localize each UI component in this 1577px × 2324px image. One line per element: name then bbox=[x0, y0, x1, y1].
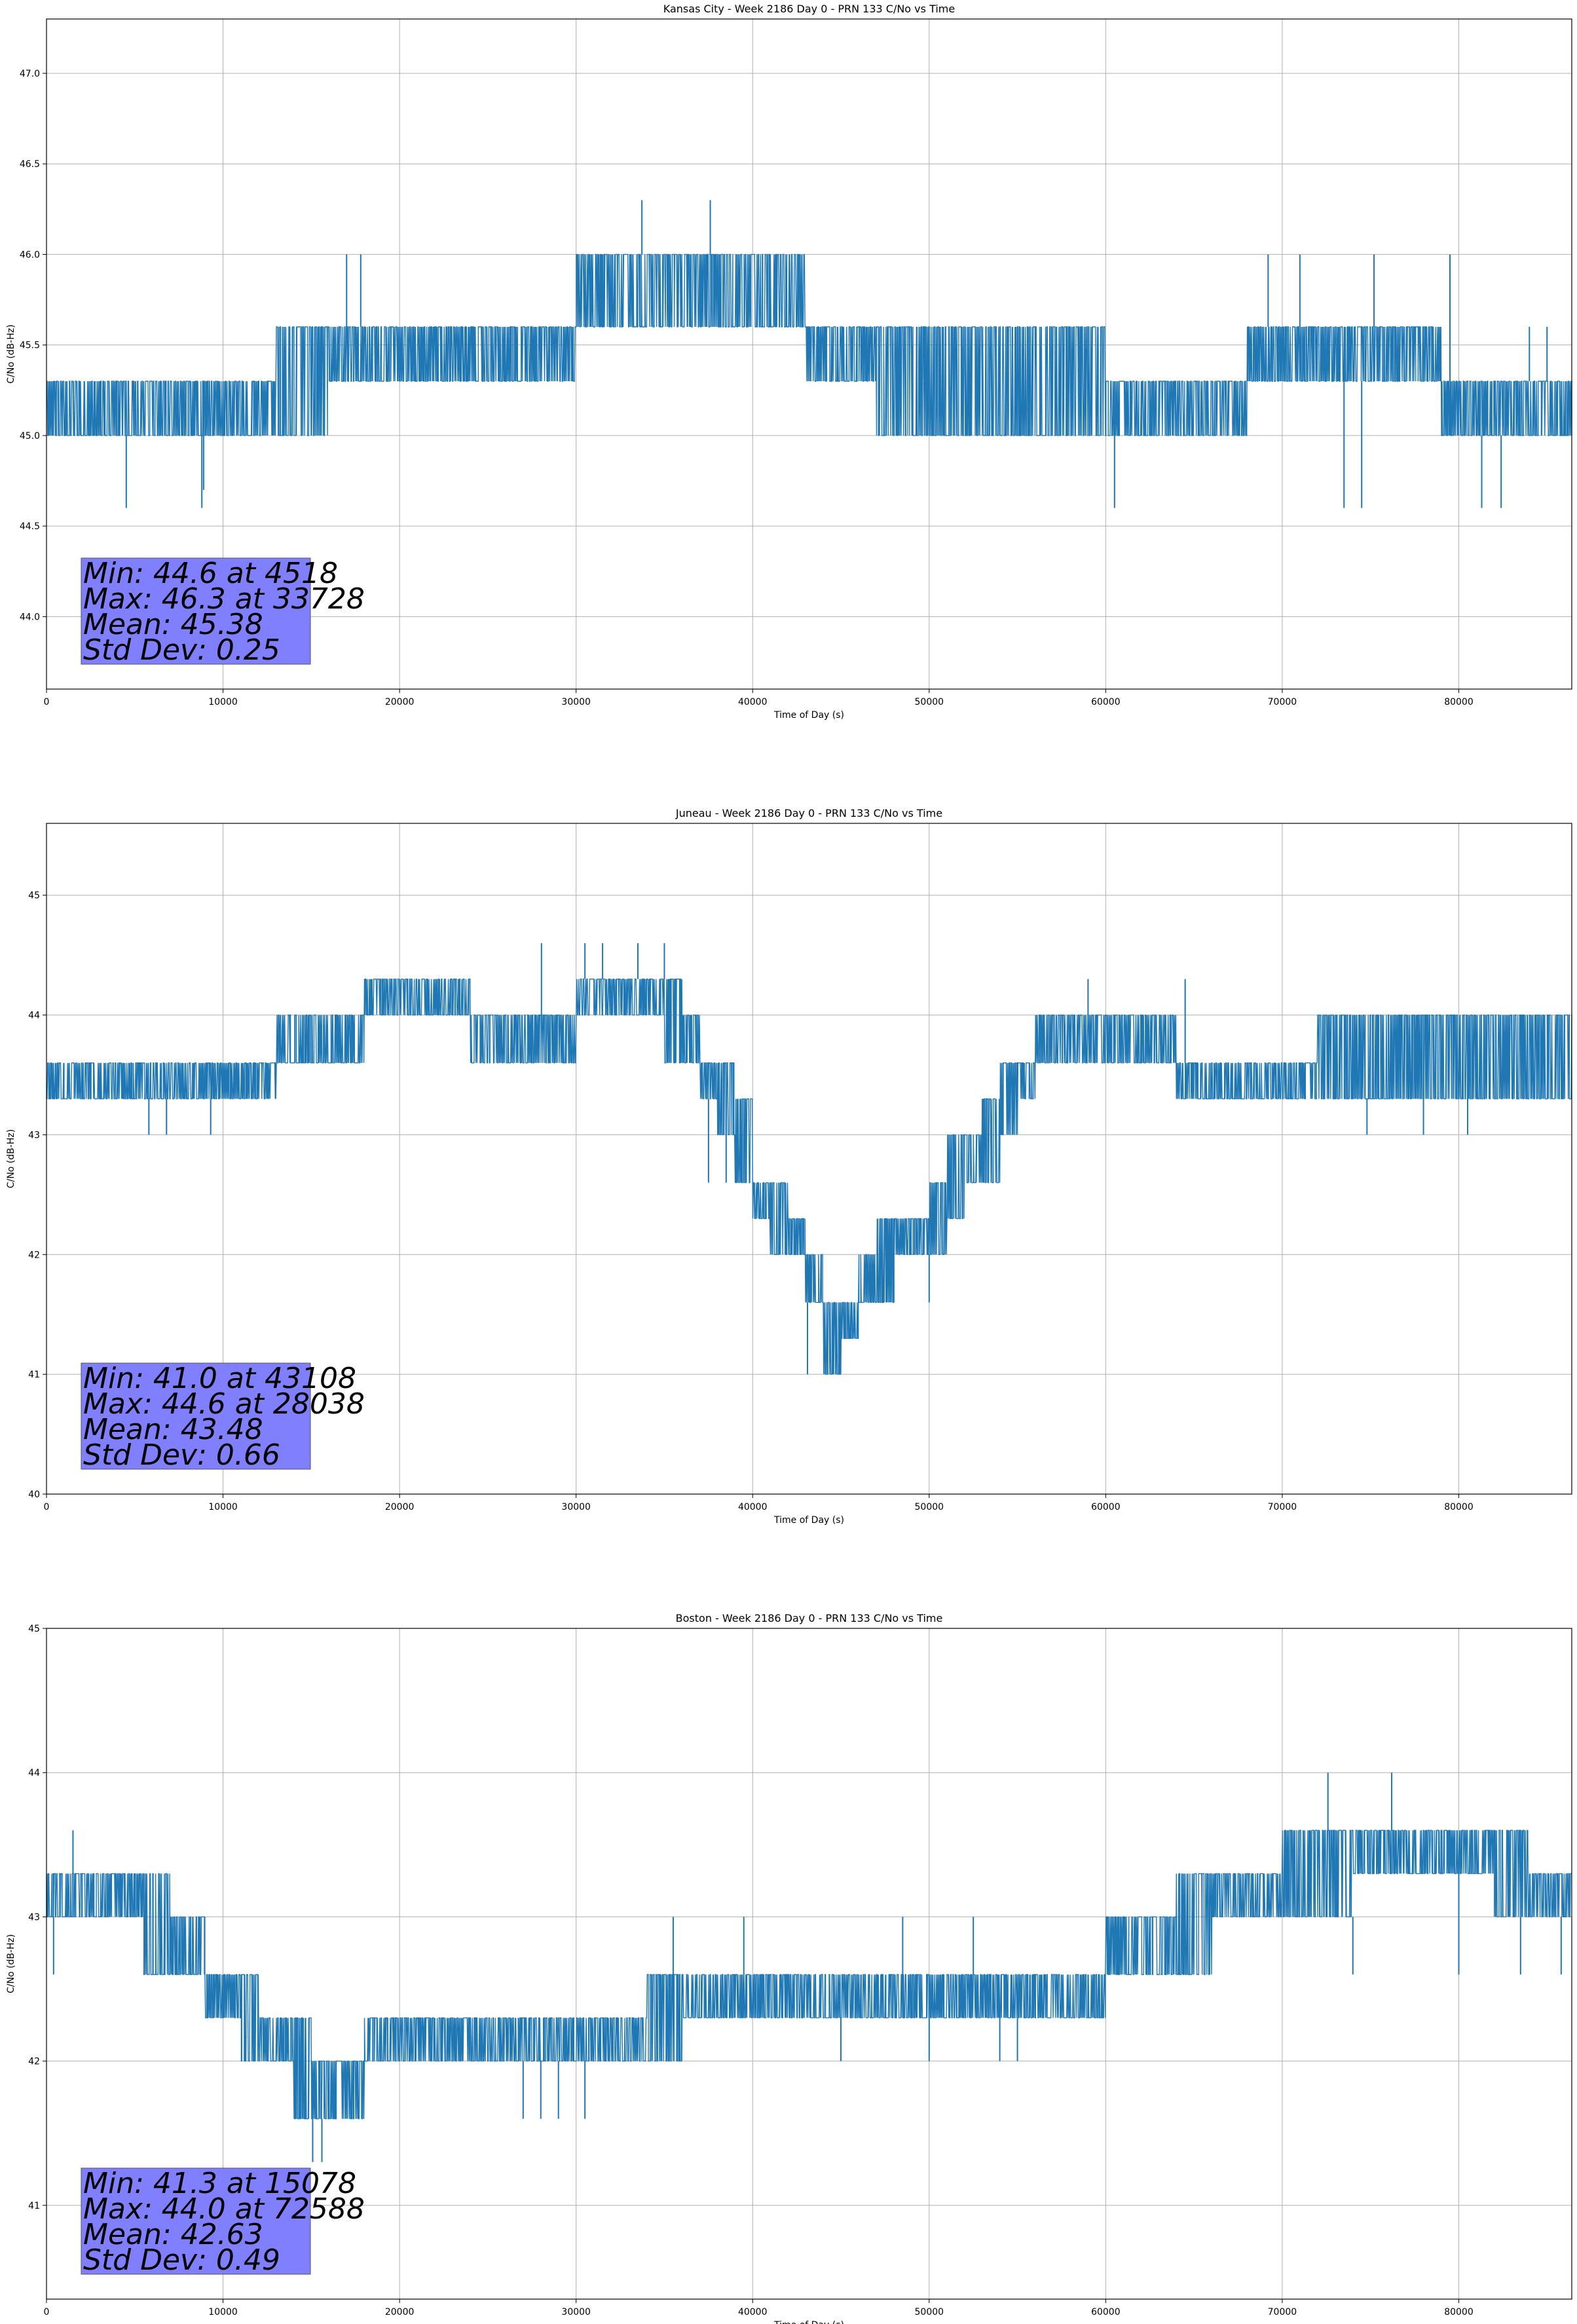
y-tick-label: 45.0 bbox=[20, 431, 40, 441]
y-tick-label: 42 bbox=[28, 1250, 40, 1260]
x-tick-label: 20000 bbox=[385, 1502, 415, 1512]
stats-std: Std Dev: 0.66 bbox=[83, 1438, 280, 1472]
axes-frame bbox=[46, 823, 1572, 1495]
axes-frame bbox=[46, 18, 1572, 690]
x-tick-label: 0 bbox=[44, 697, 50, 707]
x-tick-label: 10000 bbox=[208, 2307, 238, 2317]
x-tick-label: 70000 bbox=[1268, 697, 1297, 707]
y-tick-label: 45 bbox=[28, 891, 40, 901]
stats-box bbox=[81, 557, 311, 665]
axes-frame bbox=[46, 1628, 1572, 2300]
x-tick-label: 0 bbox=[44, 1502, 50, 1512]
chart-panel-2: 0 10000 20000 30000 40000 50000 60000 70000 8000… bbox=[6, 1612, 1572, 2324]
x-tick-label: 50000 bbox=[915, 2307, 944, 2317]
chart-title: Juneau - Week 2186 Day 0 - PRN 133 C/No … bbox=[675, 807, 942, 819]
y-tick-label: 47.0 bbox=[20, 69, 40, 79]
x-tick-label: 60000 bbox=[1091, 1502, 1121, 1512]
x-tick-label: 30000 bbox=[561, 697, 591, 707]
stats-std: Std Dev: 0.25 bbox=[83, 633, 280, 667]
x-tick-label: 80000 bbox=[1444, 1502, 1474, 1512]
y-tick-label: 45.5 bbox=[20, 341, 40, 351]
x-tick-label: 50000 bbox=[915, 1502, 944, 1512]
x-tick-label: 80000 bbox=[1444, 697, 1474, 707]
y-axis-label: C/No (dB-Hz) bbox=[6, 1934, 16, 1993]
x-tick-label: 0 bbox=[44, 2307, 50, 2317]
y-tick-label: 44.5 bbox=[20, 521, 40, 532]
y-tick-label: 46.5 bbox=[20, 159, 40, 170]
y-tick-label: 41 bbox=[28, 1370, 40, 1380]
chart-panel-1: 0 10000 20000 30000 40000 50000 60000 70000 8000… bbox=[6, 807, 1572, 1526]
x-tick-label: 20000 bbox=[385, 2307, 415, 2317]
x-tick-label: 80000 bbox=[1444, 2307, 1474, 2317]
x-axis-label: Time of Day (s) bbox=[773, 2320, 844, 2324]
y-axis-label: C/No (dB-Hz) bbox=[6, 1129, 16, 1188]
stats-max: Max: 44.0 at 72588 bbox=[83, 2192, 365, 2226]
x-tick-label: 10000 bbox=[208, 697, 238, 707]
y-tick-label: 44.0 bbox=[20, 612, 40, 622]
data-series-line bbox=[46, 1829, 1572, 2120]
x-tick-label: 10000 bbox=[208, 1502, 238, 1512]
y-tick-label: 40 bbox=[28, 1490, 40, 1500]
y-tick-label: 43 bbox=[28, 1912, 40, 1922]
stats-min: Min: 44.6 at 4518 bbox=[83, 557, 338, 590]
x-tick-label: 50000 bbox=[915, 697, 944, 707]
stats-mean: Mean: 42.63 bbox=[83, 2218, 263, 2251]
stats-mean: Mean: 45.38 bbox=[83, 608, 263, 641]
stats-box bbox=[81, 2167, 311, 2275]
x-tick-label: 40000 bbox=[738, 1502, 768, 1512]
stats-box bbox=[81, 1362, 311, 1470]
x-tick-label: 60000 bbox=[1091, 2307, 1121, 2317]
x-axis-label: Time of Day (s) bbox=[773, 710, 844, 721]
y-tick-label: 45 bbox=[28, 1624, 40, 1634]
y-tick-label: 44 bbox=[28, 1011, 40, 1021]
y-tick-label: 42 bbox=[28, 2057, 40, 2067]
x-tick-label: 40000 bbox=[738, 697, 768, 707]
chart-title: Boston - Week 2186 Day 0 - PRN 133 C/No … bbox=[676, 1612, 943, 1624]
chart-panel-0: 0 10000 20000 30000 40000 50000 60000 70000 8000… bbox=[6, 3, 1572, 721]
y-axis-label: C/No (dB-Hz) bbox=[6, 324, 16, 383]
stats-mean: Mean: 43.48 bbox=[83, 1413, 263, 1446]
stats-max: Max: 46.3 at 33728 bbox=[83, 582, 365, 616]
stats-std: Std Dev: 0.49 bbox=[83, 2243, 280, 2277]
y-tick-label: 46.0 bbox=[20, 250, 40, 260]
stats-max: Max: 44.6 at 28038 bbox=[83, 1387, 365, 1421]
x-tick-label: 30000 bbox=[561, 1502, 591, 1512]
y-tick-label: 43 bbox=[28, 1130, 40, 1140]
chart-title: Kansas City - Week 2186 Day 0 - PRN 133 … bbox=[663, 3, 955, 15]
x-tick-label: 60000 bbox=[1091, 697, 1121, 707]
data-series-line bbox=[46, 979, 1572, 1375]
stats-min: Min: 41.3 at 15078 bbox=[83, 2167, 356, 2200]
x-tick-label: 30000 bbox=[561, 2307, 591, 2317]
x-tick-label: 70000 bbox=[1268, 1502, 1297, 1512]
y-tick-label: 41 bbox=[28, 2201, 40, 2211]
x-axis-label: Time of Day (s) bbox=[773, 1515, 844, 1526]
x-tick-label: 20000 bbox=[385, 697, 415, 707]
y-tick-label: 44 bbox=[28, 1768, 40, 1778]
data-series-line bbox=[46, 253, 1572, 436]
x-tick-label: 70000 bbox=[1268, 2307, 1297, 2317]
stats-min: Min: 41.0 at 43108 bbox=[83, 1362, 356, 1395]
x-tick-label: 40000 bbox=[738, 2307, 768, 2317]
